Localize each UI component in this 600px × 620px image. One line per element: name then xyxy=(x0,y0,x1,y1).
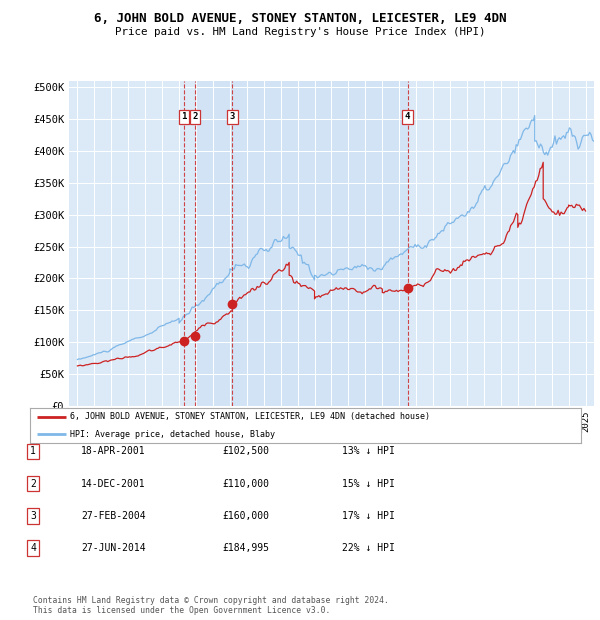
Text: 2: 2 xyxy=(193,112,198,122)
Text: £110,000: £110,000 xyxy=(222,479,269,489)
Text: 27-FEB-2004: 27-FEB-2004 xyxy=(81,511,146,521)
Text: Contains HM Land Registry data © Crown copyright and database right 2024.
This d: Contains HM Land Registry data © Crown c… xyxy=(33,596,389,615)
Bar xyxy=(195,81,407,406)
Text: £160,000: £160,000 xyxy=(222,511,269,521)
Text: 27-JUN-2014: 27-JUN-2014 xyxy=(81,543,146,553)
Text: 17% ↓ HPI: 17% ↓ HPI xyxy=(342,511,395,521)
Text: 4: 4 xyxy=(30,543,36,553)
Text: £102,500: £102,500 xyxy=(222,446,269,456)
Text: £184,995: £184,995 xyxy=(222,543,269,553)
Text: HPI: Average price, detached house, Blaby: HPI: Average price, detached house, Blab… xyxy=(70,430,275,439)
Text: 6, JOHN BOLD AVENUE, STONEY STANTON, LEICESTER, LE9 4DN: 6, JOHN BOLD AVENUE, STONEY STANTON, LEI… xyxy=(94,12,506,25)
Text: 13% ↓ HPI: 13% ↓ HPI xyxy=(342,446,395,456)
Text: Price paid vs. HM Land Registry's House Price Index (HPI): Price paid vs. HM Land Registry's House … xyxy=(115,27,485,37)
Text: 3: 3 xyxy=(230,112,235,122)
Text: 6, JOHN BOLD AVENUE, STONEY STANTON, LEICESTER, LE9 4DN (detached house): 6, JOHN BOLD AVENUE, STONEY STANTON, LEI… xyxy=(70,412,430,422)
Text: 2: 2 xyxy=(30,479,36,489)
Text: 4: 4 xyxy=(405,112,410,122)
Text: 18-APR-2001: 18-APR-2001 xyxy=(81,446,146,456)
Text: 14-DEC-2001: 14-DEC-2001 xyxy=(81,479,146,489)
Text: 22% ↓ HPI: 22% ↓ HPI xyxy=(342,543,395,553)
Text: 1: 1 xyxy=(181,112,187,122)
Text: 3: 3 xyxy=(30,511,36,521)
Text: 1: 1 xyxy=(30,446,36,456)
Text: 15% ↓ HPI: 15% ↓ HPI xyxy=(342,479,395,489)
